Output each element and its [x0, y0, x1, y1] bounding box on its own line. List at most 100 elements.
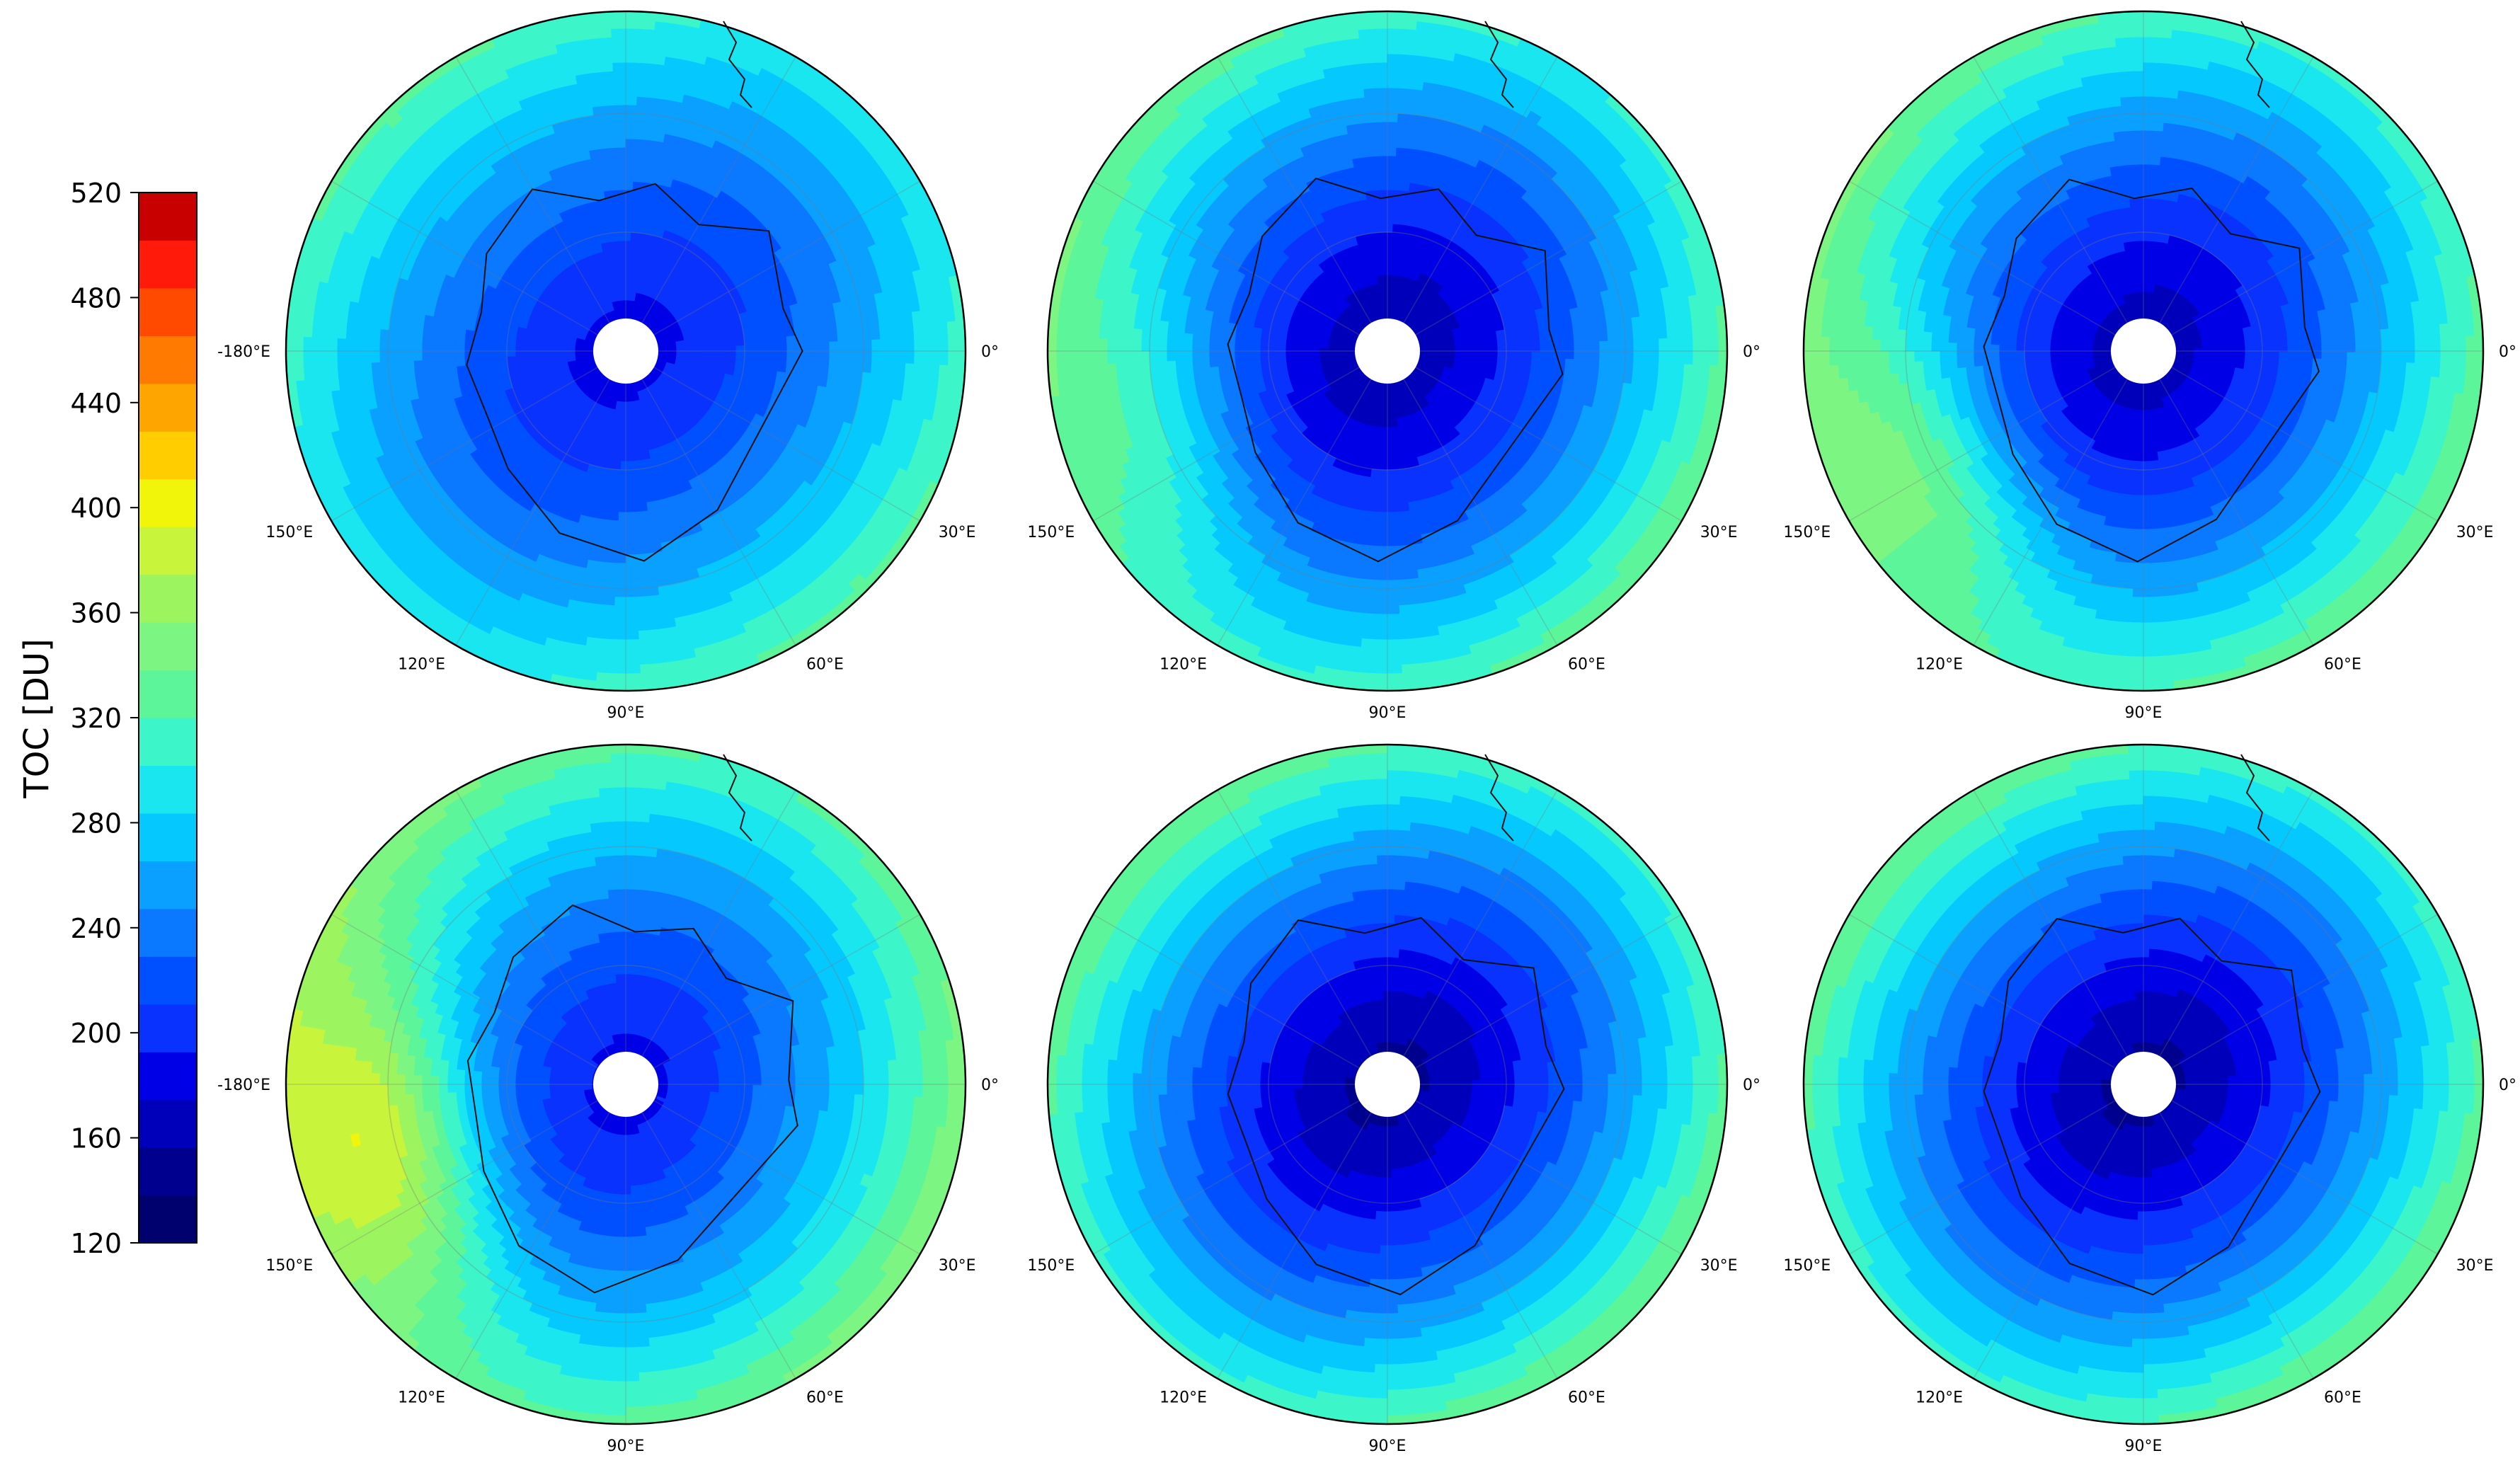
ozone-cell: [812, 342, 822, 352]
ozone-cell: [880, 350, 890, 365]
ozone-cell: [615, 130, 627, 139]
ozone-cell: [625, 113, 638, 122]
ozone-cell: [345, 349, 355, 365]
ozone-cell: [455, 350, 465, 360]
ozone-cell: [353, 361, 364, 376]
ozone-cell: [421, 358, 432, 370]
ozone-cell: [624, 631, 639, 641]
ozone-cell: [888, 338, 898, 352]
ozone-cell: [904, 363, 915, 379]
ozone-cell: [829, 341, 839, 352]
ozone-cell: [624, 529, 635, 539]
ozone-cell: [625, 155, 636, 165]
ozone-cell: [396, 360, 406, 372]
ozone-cell: [614, 113, 627, 122]
ozone-cell: [905, 338, 915, 352]
ozone-cell: [625, 121, 638, 131]
ozone-cell: [387, 339, 397, 352]
ozone-cell: [590, 88, 605, 99]
ozone-cell: [362, 326, 373, 340]
colorbar-band: [139, 1099, 197, 1148]
ozone-cell: [615, 121, 627, 131]
ozone-cell: [447, 357, 457, 368]
ozone-cell: [387, 350, 397, 362]
ozone-cell: [625, 87, 639, 97]
ozone-cell: [610, 648, 626, 658]
ozone-cell: [613, 588, 626, 598]
ozone-cell: [597, 646, 613, 658]
ozone-cell: [854, 350, 864, 363]
colorbar-tick-label: 400: [70, 493, 122, 524]
ozone-cell: [613, 79, 627, 88]
ozone-cell: [605, 130, 618, 140]
ozone-cell: [871, 339, 881, 352]
ozone-cell: [625, 130, 637, 139]
colorbar-band: [139, 527, 197, 575]
ozone-cell: [829, 350, 839, 362]
ozone-cell: [430, 341, 440, 352]
colorbar-band: [139, 574, 197, 623]
ozone-cell: [600, 604, 615, 615]
ozone-cell: [601, 79, 616, 89]
ozone-cell: [421, 350, 431, 361]
colorbar-tick-label: 360: [70, 598, 122, 629]
ozone-cell: [846, 350, 856, 363]
ozone-cell: [353, 337, 363, 352]
colorbar-band: [139, 1195, 197, 1244]
ozone-cell: [633, 536, 644, 547]
ozone-cell: [878, 315, 889, 330]
ozone-cell: [353, 350, 363, 364]
ozone-cell: [624, 622, 639, 632]
ozone-cell: [599, 621, 614, 632]
ozone-cell: [610, 180, 620, 191]
colorbar-band: [139, 240, 197, 289]
ozone-cell: [597, 638, 614, 649]
colorbar-band: [139, 1004, 197, 1052]
ozone-cell: [845, 330, 856, 343]
ozone-cell: [862, 328, 873, 342]
colorbar-band: [139, 622, 197, 671]
ozone-cell: [633, 545, 645, 556]
ozone-cell: [897, 338, 907, 353]
ozone-cell: [617, 520, 626, 530]
ozone-cell: [638, 53, 654, 64]
colorbar-tick-label: 320: [70, 703, 122, 734]
colorbar-band: [139, 335, 197, 384]
ozone-cell: [896, 326, 907, 340]
ozone-cell: [638, 62, 653, 73]
ozone-cell: [370, 338, 380, 352]
ozone-cell: [613, 87, 627, 97]
ozone-cell: [879, 327, 890, 341]
ozone-cell: [603, 104, 617, 115]
ozone-cell: [328, 362, 339, 379]
ozone-cell: [634, 562, 646, 573]
ozone-cell: [605, 121, 617, 132]
colorbar-tick-label: 480: [70, 282, 122, 314]
ozone-cell: [922, 350, 932, 367]
ozone-cell: [370, 350, 380, 363]
ozone-cell: [632, 520, 643, 530]
ozone-cell: [624, 639, 640, 649]
ozone-cell: [631, 503, 641, 513]
ozone-cell: [345, 324, 356, 340]
ozone-cell: [617, 172, 627, 182]
ozone-cell: [778, 343, 788, 352]
ozone-cell: [786, 343, 796, 352]
ozone-cell: [614, 104, 627, 114]
ozone-cell: [624, 537, 635, 547]
ozone-cell: [904, 324, 915, 340]
ozone-cell: [625, 79, 640, 88]
ozone-cell: [612, 53, 628, 63]
ozone-cell: [820, 332, 830, 344]
ozone-cell: [625, 70, 640, 80]
ozone-cell: [421, 340, 431, 352]
ozone-cell: [328, 349, 338, 365]
ozone-cell: [336, 350, 346, 365]
ozone-cell: [637, 638, 653, 649]
ozone-cell: [624, 605, 638, 615]
colorbar-band: [139, 718, 197, 767]
ozone-cell: [598, 629, 614, 641]
ozone-cell: [612, 70, 628, 80]
